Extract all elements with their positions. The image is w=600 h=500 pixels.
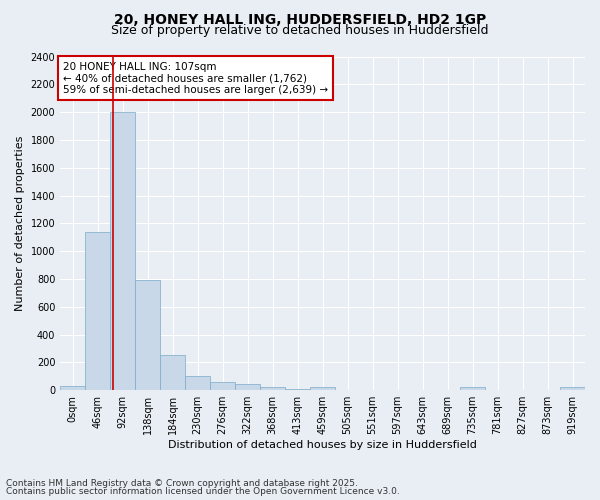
Text: 20 HONEY HALL ING: 107sqm
← 40% of detached houses are smaller (1,762)
59% of se: 20 HONEY HALL ING: 107sqm ← 40% of detac… <box>63 62 328 94</box>
Bar <box>310 388 335 390</box>
Bar <box>160 355 185 390</box>
Text: 20, HONEY HALL ING, HUDDERSFIELD, HD2 1GP: 20, HONEY HALL ING, HUDDERSFIELD, HD2 1G… <box>114 12 486 26</box>
Bar <box>110 112 135 390</box>
Bar <box>135 280 160 390</box>
Bar <box>460 388 485 390</box>
Bar <box>185 376 210 390</box>
Bar <box>260 386 285 390</box>
Text: Size of property relative to detached houses in Huddersfield: Size of property relative to detached ho… <box>111 24 489 37</box>
Text: Contains HM Land Registry data © Crown copyright and database right 2025.: Contains HM Land Registry data © Crown c… <box>6 478 358 488</box>
Bar <box>235 384 260 390</box>
Bar <box>85 232 110 390</box>
X-axis label: Distribution of detached houses by size in Huddersfield: Distribution of detached houses by size … <box>168 440 477 450</box>
Bar <box>60 386 85 390</box>
Bar <box>285 389 310 390</box>
Y-axis label: Number of detached properties: Number of detached properties <box>15 136 25 311</box>
Text: Contains public sector information licensed under the Open Government Licence v3: Contains public sector information licen… <box>6 487 400 496</box>
Bar <box>210 382 235 390</box>
Bar <box>560 388 585 390</box>
